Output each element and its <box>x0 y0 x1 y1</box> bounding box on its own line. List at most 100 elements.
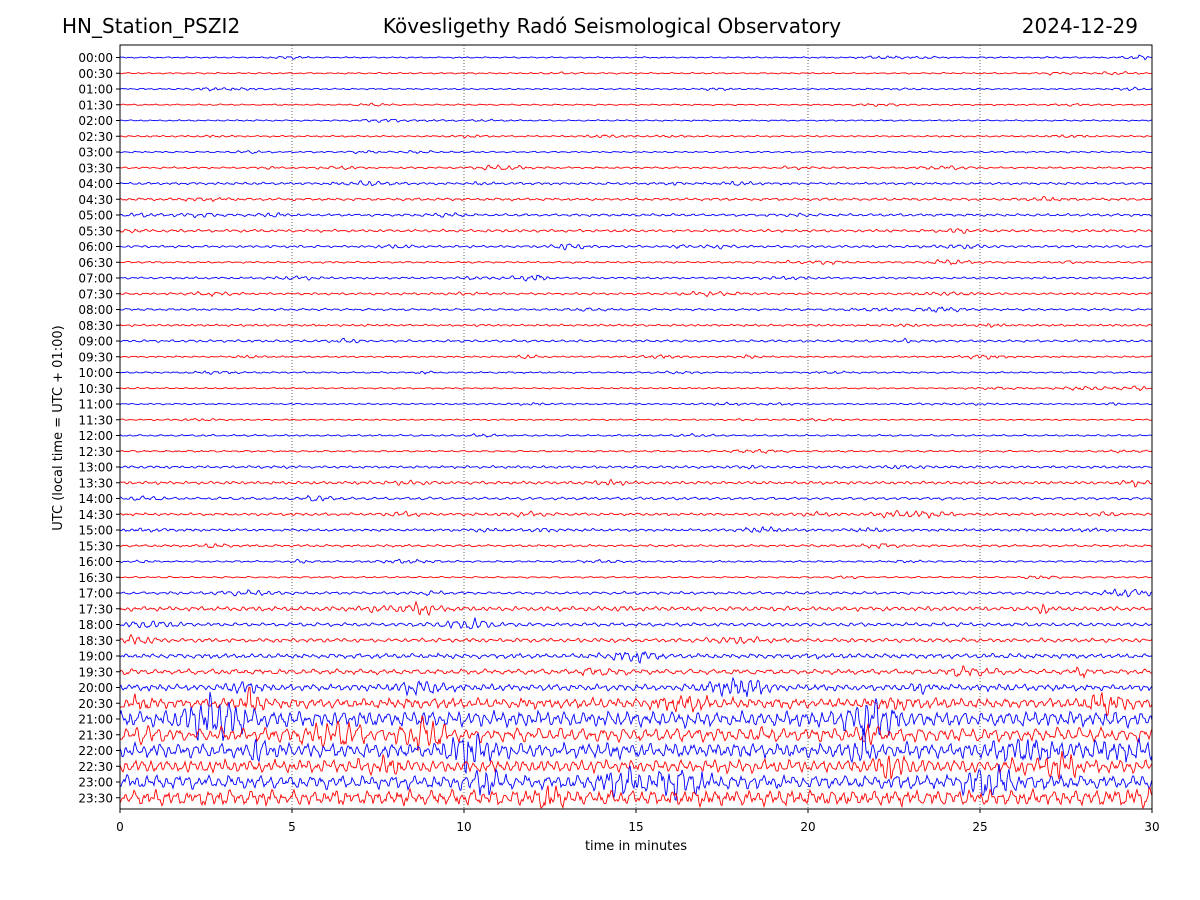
trace-1130 <box>119 418 1153 422</box>
x-tick-label: 30 <box>1144 820 1159 834</box>
trace-0700 <box>119 274 1153 282</box>
trace-0830 <box>119 323 1153 328</box>
y-tick-label: 07:00 <box>78 272 113 286</box>
y-tick-label: 20:00 <box>78 681 113 695</box>
trace-1630 <box>119 575 1153 580</box>
y-tick-label: 17:00 <box>78 587 113 601</box>
x-tick-label: 20 <box>800 820 815 834</box>
trace-1830 <box>119 633 1153 646</box>
y-tick-label: 16:00 <box>78 555 113 569</box>
y-tick-label: 10:30 <box>78 382 113 396</box>
trace-1700 <box>119 588 1153 598</box>
trace-2130 <box>119 715 1153 751</box>
trace-0800 <box>119 306 1153 313</box>
y-tick-label: 02:00 <box>78 114 113 128</box>
y-tick-label: 12:00 <box>78 429 113 443</box>
x-tick-labels: 0 5 10 15 20 25 30 <box>116 809 1160 834</box>
trace-1730 <box>119 600 1153 617</box>
y-tick-label: 05:00 <box>78 209 113 223</box>
trace-1900 <box>119 651 1153 665</box>
trace-2300 <box>119 764 1153 802</box>
y-tick-label: 09:30 <box>78 350 113 364</box>
trace-0400 <box>119 180 1153 187</box>
y-tick-label: 05:30 <box>78 224 113 238</box>
trace-2330 <box>119 785 1153 810</box>
trace-2000 <box>119 676 1153 698</box>
y-tick-label: 19:30 <box>78 665 113 679</box>
trace-1100 <box>119 401 1153 406</box>
seismogram-traces <box>119 54 1153 810</box>
x-tick-label: 0 <box>116 820 124 834</box>
trace-1030 <box>119 385 1153 392</box>
trace-1330 <box>119 478 1153 488</box>
y-tick-label: 15:30 <box>78 539 113 553</box>
trace-0430 <box>119 196 1153 203</box>
y-tick-label: 22:00 <box>78 744 113 758</box>
y-tick-label: 01:30 <box>78 98 113 112</box>
vertical-gridlines <box>291 45 981 809</box>
trace-0330 <box>119 164 1153 171</box>
trace-2030 <box>119 686 1153 717</box>
y-tick-label: 03:00 <box>78 146 113 160</box>
y-tick-label: 13:00 <box>78 461 113 475</box>
y-tick-label: 00:30 <box>78 67 113 81</box>
y-tick-label: 14:00 <box>78 492 113 506</box>
trace-0130 <box>119 102 1153 107</box>
y-tick-label: 12:30 <box>78 445 113 459</box>
trace-0530 <box>119 228 1153 234</box>
y-tick-label: 13:30 <box>78 476 113 490</box>
x-axis-label: time in minutes <box>585 839 687 854</box>
y-tick-label: 03:30 <box>78 161 113 175</box>
y-tick-label: 04:30 <box>78 193 113 207</box>
trace-0230 <box>119 134 1153 139</box>
y-tick-label: 10:00 <box>78 366 113 380</box>
y-tick-label: 16:30 <box>78 571 113 585</box>
trace-0900 <box>119 337 1153 344</box>
trace-1000 <box>119 370 1153 375</box>
trace-0000 <box>119 54 1153 61</box>
record-date: 2024-12-29 <box>1021 14 1138 38</box>
trace-1200 <box>119 432 1153 438</box>
x-tick-label: 10 <box>456 820 471 834</box>
y-tick-label: 19:00 <box>78 650 113 664</box>
trace-1300 <box>119 464 1153 470</box>
trace-1500 <box>119 525 1153 534</box>
y-tick-label: 23:30 <box>78 791 113 805</box>
y-tick-label: 11:00 <box>78 398 113 412</box>
trace-0300 <box>119 150 1153 155</box>
trace-0030 <box>119 71 1153 76</box>
trace-2100 <box>119 691 1153 741</box>
trace-1600 <box>119 558 1153 564</box>
y-tick-label: 08:30 <box>78 319 113 333</box>
observatory-title: Kövesligethy Radó Seismological Observat… <box>382 14 842 38</box>
trace-1400 <box>119 494 1153 502</box>
y-tick-label: 21:30 <box>78 728 113 742</box>
trace-0730 <box>119 290 1153 298</box>
y-tick-label: 14:30 <box>78 508 113 522</box>
trace-2200 <box>119 727 1153 775</box>
y-tick-label: 21:00 <box>78 713 113 727</box>
trace-1530 <box>119 543 1153 550</box>
trace-0930 <box>119 354 1153 360</box>
trace-1230 <box>119 448 1153 454</box>
trace-1930 <box>119 665 1153 679</box>
y-tick-label: 18:30 <box>78 634 113 648</box>
trace-0200 <box>119 118 1153 123</box>
y-tick-label: 00:00 <box>78 51 113 65</box>
trace-0630 <box>119 258 1153 266</box>
y-tick-label: 15:00 <box>78 524 113 538</box>
y-tick-label: 07:30 <box>78 287 113 301</box>
y-axis-label: UTC (local time = UTC + 01:00) <box>51 325 66 530</box>
trace-0100 <box>119 86 1153 92</box>
trace-0600 <box>119 243 1153 251</box>
y-tick-label: 04:00 <box>78 177 113 191</box>
y-tick-label: 08:00 <box>78 303 113 317</box>
y-tick-label: 11:30 <box>78 413 113 427</box>
trace-1800 <box>119 617 1153 630</box>
y-tick-label: 01:00 <box>78 83 113 97</box>
x-tick-label: 25 <box>972 820 987 834</box>
trace-2230 <box>119 751 1153 780</box>
y-tick-label: 20:30 <box>78 697 113 711</box>
